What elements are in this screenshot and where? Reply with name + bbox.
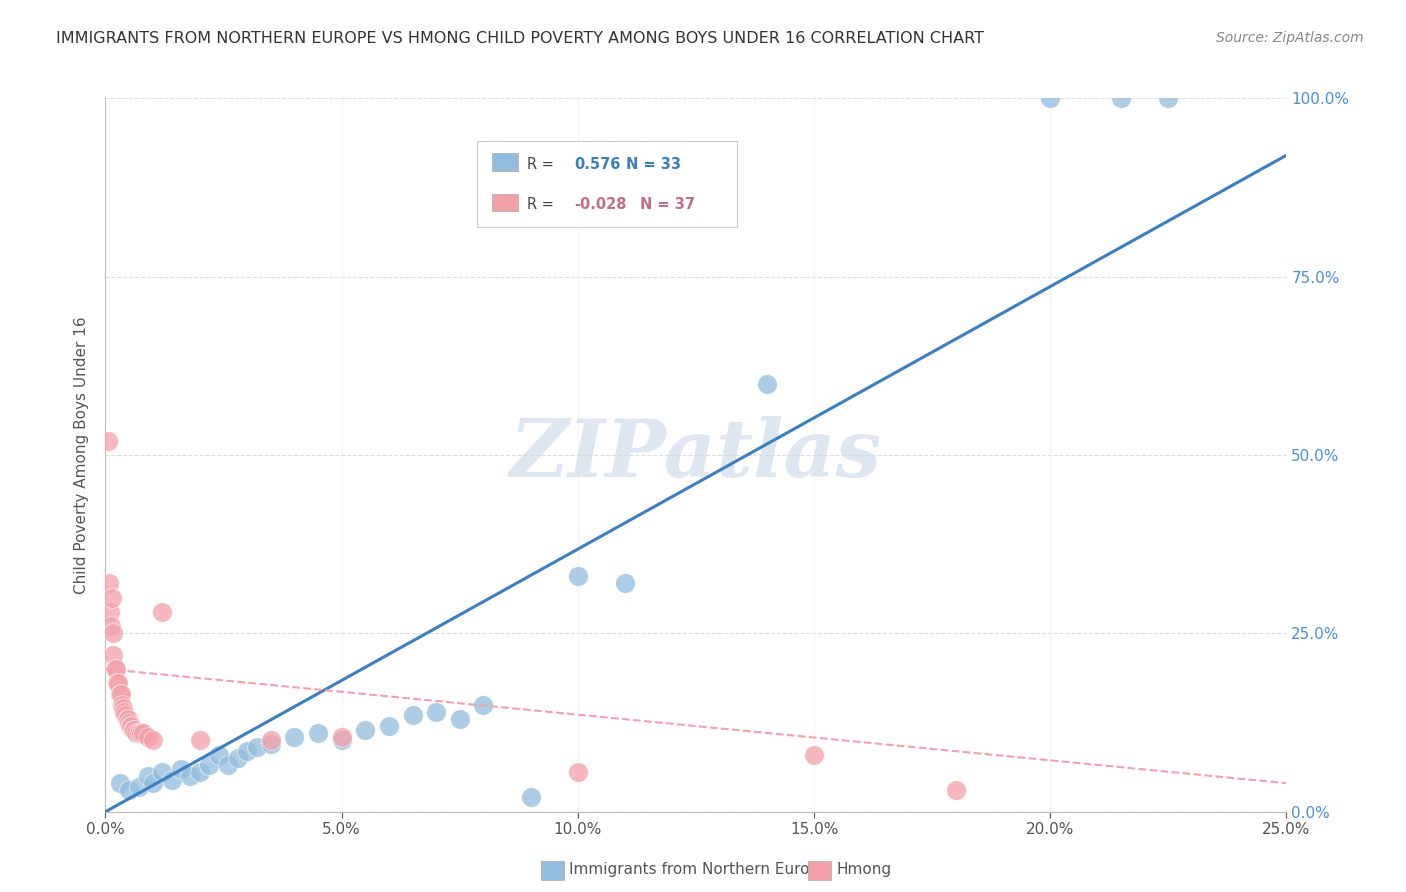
- Point: [112, 701, 135, 715]
- Point: [307, 726, 329, 740]
- Point: [117, 712, 139, 726]
- Text: Source: ZipAtlas.com: Source: ZipAtlas.com: [1216, 31, 1364, 45]
- Point: [226, 751, 249, 765]
- Point: [128, 726, 150, 740]
- Text: 0.576: 0.576: [574, 157, 620, 171]
- Point: [401, 708, 423, 723]
- Point: [449, 712, 471, 726]
- Point: [110, 687, 132, 701]
- Point: [112, 705, 135, 719]
- Point: [260, 733, 283, 747]
- FancyBboxPatch shape: [478, 141, 737, 227]
- Point: [122, 723, 145, 737]
- Point: [188, 733, 211, 747]
- Text: R =: R =: [527, 157, 554, 171]
- Point: [136, 769, 159, 783]
- Point: [142, 776, 165, 790]
- Text: -0.028: -0.028: [574, 197, 627, 212]
- Point: [1109, 91, 1132, 105]
- Point: [236, 744, 259, 758]
- Point: [114, 708, 136, 723]
- Text: IMMIGRANTS FROM NORTHERN EUROPE VS HMONG CHILD POVERTY AMONG BOYS UNDER 16 CORRE: IMMIGRANTS FROM NORTHERN EUROPE VS HMONG…: [56, 31, 984, 46]
- Point: [115, 712, 138, 726]
- Text: N = 37: N = 37: [641, 197, 696, 212]
- Point: [120, 719, 142, 733]
- Point: [150, 605, 173, 619]
- Point: [129, 726, 152, 740]
- Point: [260, 737, 283, 751]
- Point: [118, 783, 141, 797]
- Point: [104, 662, 127, 676]
- Point: [330, 733, 353, 747]
- Point: [100, 591, 122, 605]
- Point: [125, 726, 148, 740]
- Point: [104, 662, 127, 676]
- Point: [128, 780, 150, 794]
- Text: N = 33: N = 33: [626, 157, 682, 171]
- Y-axis label: Child Poverty Among Boys Under 16: Child Poverty Among Boys Under 16: [75, 316, 90, 594]
- Point: [354, 723, 377, 737]
- Text: Hmong: Hmong: [837, 863, 891, 877]
- Point: [105, 676, 128, 690]
- Point: [188, 765, 211, 780]
- Point: [425, 705, 447, 719]
- Point: [614, 576, 637, 591]
- Point: [101, 626, 124, 640]
- Point: [170, 762, 193, 776]
- Point: [150, 765, 173, 780]
- Point: [330, 730, 353, 744]
- Point: [111, 698, 134, 712]
- Point: [567, 765, 589, 780]
- Point: [98, 576, 121, 591]
- Point: [945, 783, 967, 797]
- Point: [208, 747, 231, 762]
- Point: [100, 619, 122, 633]
- Point: [108, 687, 131, 701]
- Point: [803, 747, 825, 762]
- Point: [142, 733, 165, 747]
- Point: [103, 648, 125, 662]
- Point: [1157, 91, 1180, 105]
- Point: [519, 790, 541, 805]
- Point: [198, 758, 221, 772]
- Point: [567, 569, 589, 583]
- Text: Immigrants from Northern Europe: Immigrants from Northern Europe: [569, 863, 830, 877]
- Point: [217, 758, 239, 772]
- Point: [1039, 91, 1062, 105]
- Point: [283, 730, 305, 744]
- Point: [108, 776, 131, 790]
- Point: [179, 769, 201, 783]
- Point: [132, 726, 155, 740]
- Point: [755, 376, 778, 391]
- Point: [118, 715, 141, 730]
- Point: [160, 772, 183, 787]
- Point: [97, 434, 120, 448]
- Point: [378, 719, 401, 733]
- FancyBboxPatch shape: [492, 194, 517, 211]
- Point: [246, 740, 269, 755]
- Point: [472, 698, 495, 712]
- Point: [136, 730, 159, 744]
- Point: [107, 676, 129, 690]
- Text: R =: R =: [527, 197, 554, 212]
- Point: [98, 605, 121, 619]
- Text: ZIPatlas: ZIPatlas: [510, 417, 882, 493]
- FancyBboxPatch shape: [492, 153, 517, 170]
- Point: [118, 719, 141, 733]
- Point: [121, 723, 143, 737]
